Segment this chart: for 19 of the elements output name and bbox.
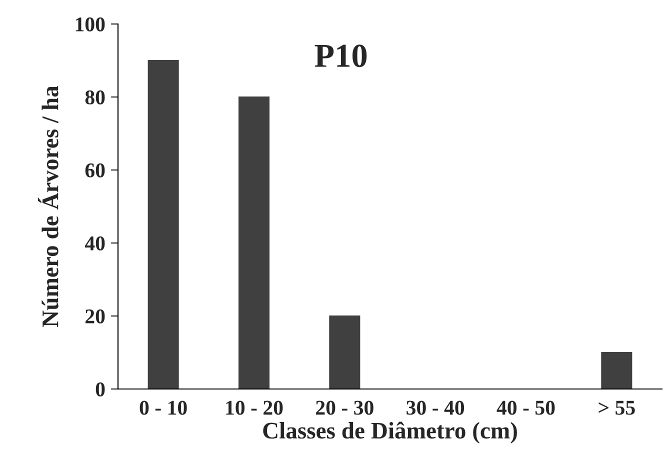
bar xyxy=(148,60,179,389)
x-axis-title: Classes de Diâmetro (cm) xyxy=(263,422,517,444)
bar xyxy=(601,352,632,389)
x-tick-label: 20 - 30 xyxy=(316,400,374,415)
y-tick-label: 80 xyxy=(85,90,105,104)
bar xyxy=(238,96,270,389)
chart-title: P10 xyxy=(314,44,367,68)
x-tick-label: 40 - 50 xyxy=(496,400,555,415)
y-tick-label: 60 xyxy=(85,163,105,178)
y-tick-label: 40 xyxy=(84,236,105,250)
x-tick-label: 10 - 20 xyxy=(226,400,283,415)
y-tick-label: 0 xyxy=(96,382,105,396)
x-tick-label: 30 - 40 xyxy=(406,400,464,415)
y-tick-label: 100 xyxy=(76,17,105,32)
x-tick-label: 0 - 10 xyxy=(140,400,187,415)
y-axis-title: Número de Árvores / ha xyxy=(38,86,58,327)
x-tick-label: > 55 xyxy=(598,400,635,415)
y-tick-label: 20 xyxy=(86,309,105,324)
bar xyxy=(329,315,360,389)
